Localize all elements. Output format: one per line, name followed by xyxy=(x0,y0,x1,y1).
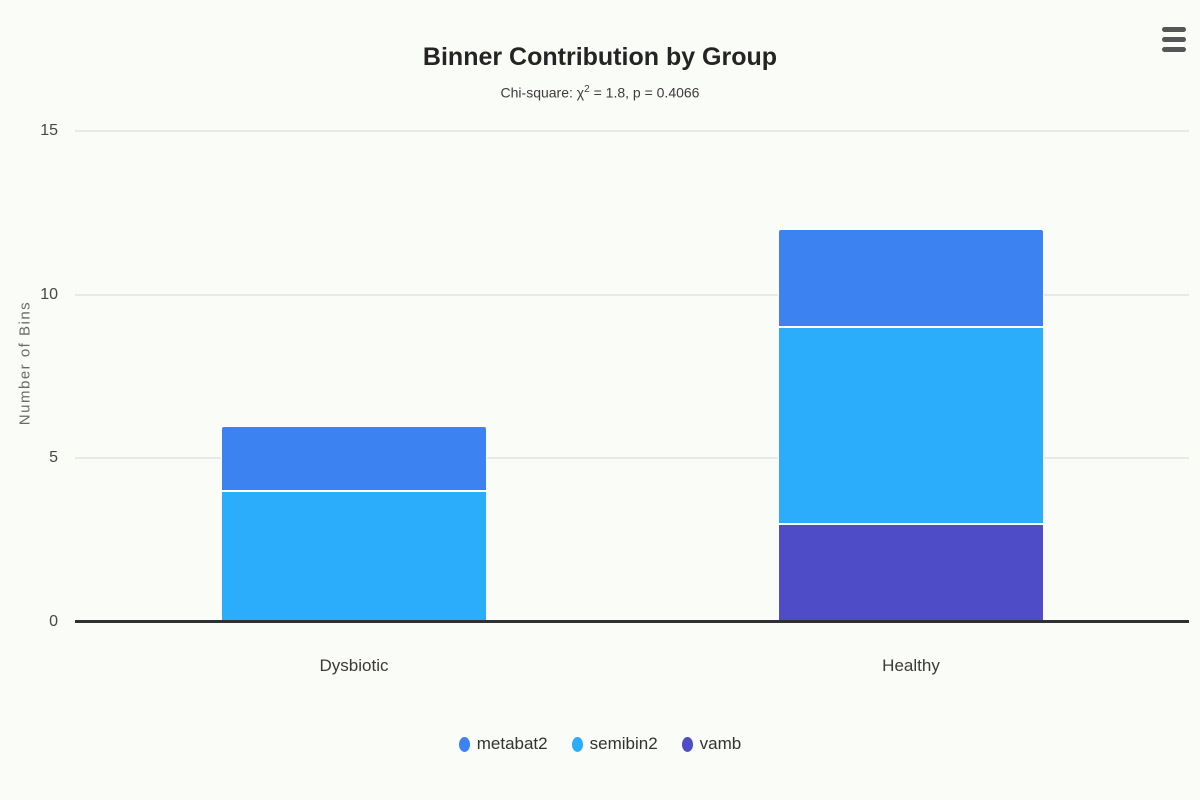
bar-segment-metabat2-healthy[interactable] xyxy=(778,229,1044,327)
x-axis-label-healthy: Healthy xyxy=(882,656,940,675)
x-axis-label-dysbiotic: Dysbiotic xyxy=(319,656,389,675)
y-tick-label-0: 0 xyxy=(49,613,58,630)
bar-segment-semibin2-dysbiotic[interactable] xyxy=(221,491,487,622)
bar-segment-metabat2-dysbiotic[interactable] xyxy=(221,426,487,491)
legend: metabat2 semibin2 vamb xyxy=(0,730,1200,758)
chart-title: Binner Contribution by Group xyxy=(422,42,778,71)
y-tick-label-5: 5 xyxy=(49,449,58,466)
gridline-y-15 xyxy=(75,130,1189,132)
y-tick-label-10: 10 xyxy=(40,286,58,303)
legend-item-metabat2[interactable]: metabat2 xyxy=(458,734,548,754)
chart-subtitle: Chi-square: χ2 = 1.8, p = 0.4066 xyxy=(0,84,1200,101)
chi-square-exponent: 2 xyxy=(584,84,590,95)
legend-label: metabat2 xyxy=(476,734,548,753)
legend-label: vamb xyxy=(699,734,742,753)
y-tick-label-15: 15 xyxy=(40,122,58,139)
hamburger-menu-bar xyxy=(1162,47,1186,52)
bar-segment-vamb-healthy[interactable] xyxy=(778,524,1044,622)
legend-item-semibin2[interactable]: semibin2 xyxy=(571,734,658,754)
chart-subtitle-rest: = 1.8, p = 0.4066 xyxy=(589,84,700,101)
y-axis-title: Number of Bins xyxy=(16,300,34,426)
x-axis-line xyxy=(75,620,1189,623)
hamburger-menu-bar xyxy=(1162,37,1186,42)
gridline-y-10 xyxy=(75,294,1189,296)
legend-marker-icon xyxy=(571,736,583,752)
legend-marker-icon xyxy=(458,736,470,752)
legend-marker-icon xyxy=(681,736,693,752)
legend-label: semibin2 xyxy=(589,734,658,753)
gridline-y-5 xyxy=(75,457,1189,459)
hamburger-menu-bar xyxy=(1162,27,1186,32)
hamburger-menu-icon[interactable] xyxy=(1162,27,1186,52)
legend-item-vamb[interactable]: vamb xyxy=(681,734,742,754)
bar-segment-semibin2-healthy[interactable] xyxy=(778,327,1044,524)
chart-subtitle-prefix: Chi-square: χ xyxy=(500,84,585,101)
